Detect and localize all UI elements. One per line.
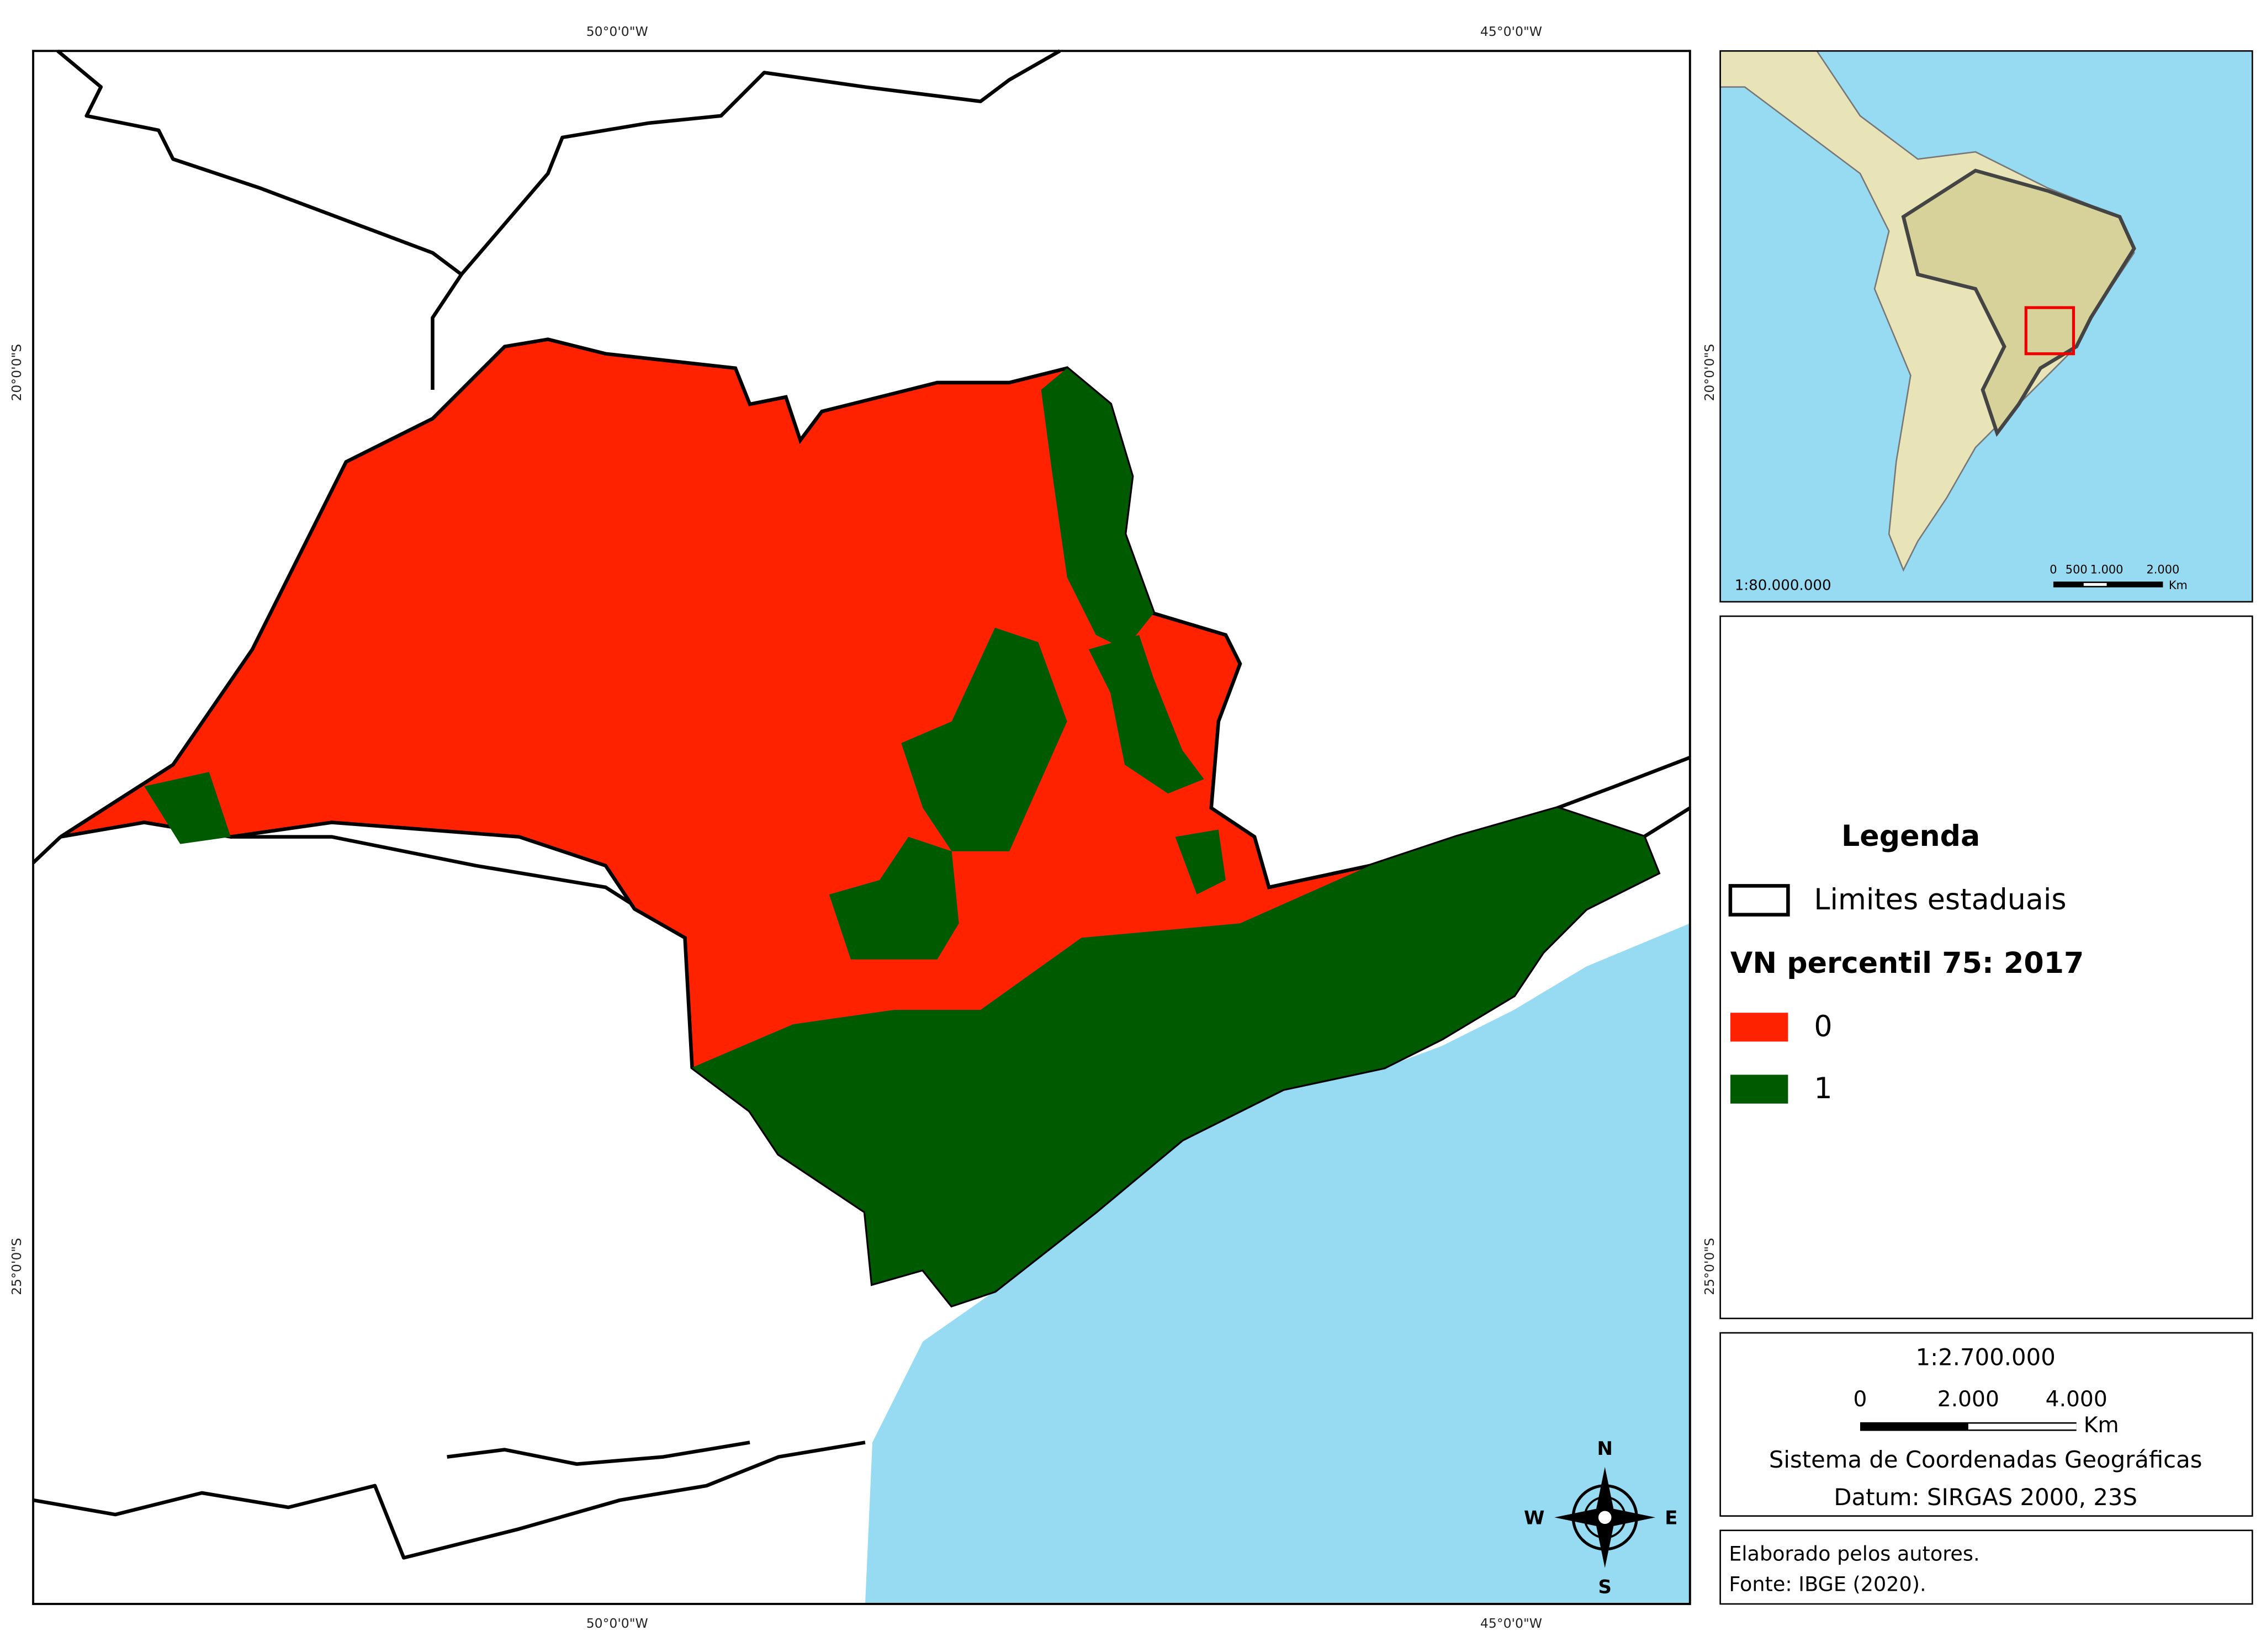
legend-label: 1 [1814, 1072, 1832, 1105]
class-1-area [1041, 368, 1154, 650]
class-1-area [901, 627, 1067, 851]
inset-scale-tick: 2.000 [2147, 563, 2180, 576]
state-boundary [33, 1441, 866, 1560]
credit-line: Fonte: IBGE (2020). [1729, 1572, 1926, 1596]
grid-label: 45°0'0"W [1480, 24, 1542, 39]
scale-unit: Km [2084, 1413, 2119, 1438]
datum-text: Datum: SIRGAS 2000, 23S [1834, 1484, 2137, 1511]
inset-scale-tick: 500 [2066, 563, 2088, 576]
ocean [865, 923, 1690, 1604]
scale-tick: 0 [1854, 1387, 1867, 1412]
map-frame [32, 50, 1691, 1605]
grid-label: 45°0'0"W [1480, 1616, 1542, 1631]
inset-brazil [1901, 168, 2136, 437]
inset-land [1719, 50, 2135, 572]
scale-ratio: 1:2.700.000 [1916, 1343, 2056, 1370]
scale-bar [1968, 1423, 2077, 1429]
west-label: W [1524, 1507, 1544, 1529]
north-label: N [1597, 1438, 1613, 1460]
legend-subtitle: VN percentil 75: 2017 [1730, 947, 2084, 980]
grid-label: 50°0'0"W [586, 24, 648, 39]
class-1-areas [144, 368, 1659, 1306]
grid-label: 50°0'0"W [586, 1616, 648, 1631]
class-1-area [144, 772, 231, 844]
north-arrow: N S W E [1524, 1438, 1677, 1598]
main-map: 50°0'0"W 45°0'0"W 50°0'0"W 45°0'0"W 20°0… [9, 24, 1717, 1631]
inset-map: 1:80.000.000 0 500 1.000 2.000 Km [1719, 50, 2253, 603]
state-boundary [56, 49, 463, 390]
east-label: E [1665, 1507, 1677, 1529]
inset-scale-tick: 1.000 [2090, 563, 2124, 576]
grid-label: 20°0'0"S [9, 344, 24, 401]
state-boundary [31, 835, 62, 864]
inset-frame [1719, 50, 2253, 603]
inset-scalebar: 0 500 1.000 2.000 Km [2050, 563, 2188, 592]
class-1-area [692, 808, 1659, 1306]
grid-label: 25°0'0"S [1702, 1238, 1717, 1295]
state-boundary [460, 49, 1061, 276]
inset-scale-tick: 0 [2050, 563, 2057, 576]
class-1-area [829, 836, 959, 960]
inset-scale-unit: Km [2169, 579, 2188, 592]
inset-scale-ratio: 1:80.000.000 [1735, 578, 1831, 594]
legend-swatch [1730, 1013, 1788, 1042]
inset-extent [2024, 306, 2075, 356]
grid-label: 20°0'0"S [1702, 344, 1717, 401]
class-1-area [1175, 829, 1226, 895]
legend-title: Legenda [1841, 820, 1980, 853]
scale-box: 1:2.700.000 0 2.000 4.000 Km Sistema de … [1719, 1332, 2253, 1517]
scale-tick: 4.000 [2046, 1387, 2108, 1412]
credits: Elaborado pelos autores. Fonte: IBGE (20… [1719, 1529, 2253, 1605]
crs-text: Sistema de Coordenadas Geográficas [1769, 1446, 2202, 1473]
legend-label: 0 [1814, 1010, 1832, 1044]
legend: Legenda Limites estaduais VN percentil 7… [1719, 615, 2253, 1320]
credit-line: Elaborado pelos autores. [1729, 1542, 1979, 1566]
legend-frame [1719, 615, 2253, 1320]
state-boundary [447, 1441, 750, 1466]
state-boundary [1556, 755, 1691, 839]
south-label: S [1598, 1576, 1611, 1598]
grid-label: 25°0'0"S [9, 1238, 24, 1295]
legend-swatch [1730, 1074, 1788, 1104]
class-1-area [1088, 634, 1204, 794]
credits-frame [1719, 1529, 2253, 1605]
legend-label: Limites estaduais [1814, 883, 2066, 917]
scale-tick: 2.000 [1937, 1387, 1999, 1412]
legend-boundary-swatch [1728, 884, 1790, 917]
